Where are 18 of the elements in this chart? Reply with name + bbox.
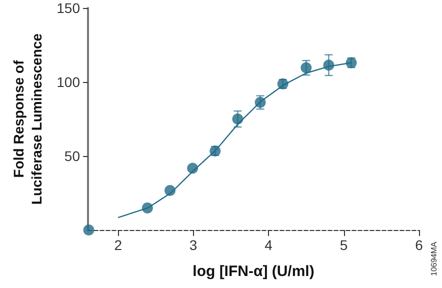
- x-tick-label: 3: [189, 237, 198, 253]
- text: 10694MA: [430, 241, 438, 276]
- point: [323, 60, 334, 71]
- x-tick-label: 2: [114, 237, 122, 253]
- y-tick-label: 150: [56, 0, 80, 16]
- x-tick-label: 5: [340, 237, 348, 253]
- point: [232, 114, 244, 124]
- x-tick-label: 4: [264, 237, 273, 253]
- x-tick-label: 6: [415, 237, 424, 253]
- y-tick-label: 50: [64, 148, 80, 164]
- point: [164, 184, 176, 196]
- point: [83, 224, 94, 236]
- point: [142, 202, 153, 214]
- y-tick-label: 100: [56, 74, 80, 90]
- y-axis-title: Fold Response of Luciferase Luminescence: [10, 33, 45, 205]
- point: [300, 62, 312, 74]
- x-axis-title: log [IFN-α] (U/ml): [192, 263, 314, 280]
- point: [187, 162, 198, 174]
